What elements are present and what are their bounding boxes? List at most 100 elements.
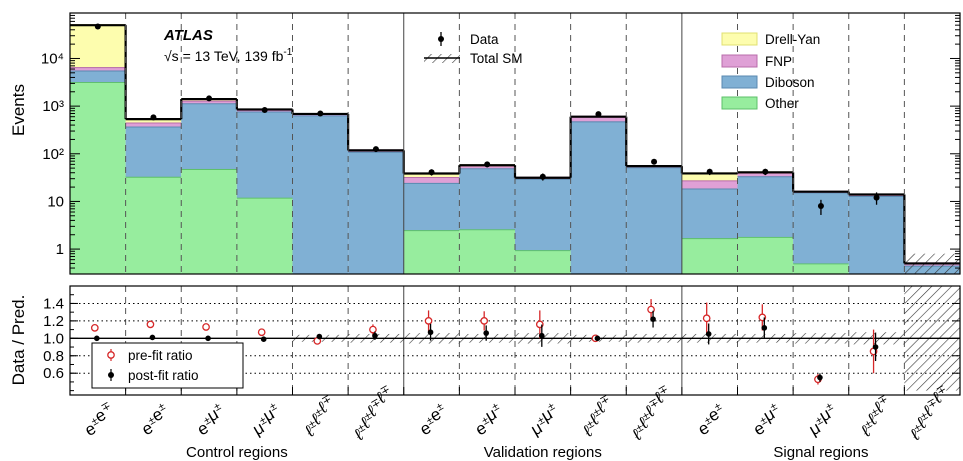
data-point-14 xyxy=(873,194,880,201)
legend-drell-yan-swatch xyxy=(721,32,758,46)
y-tick-label-0: 1 xyxy=(56,241,64,258)
energy-label: √s = 13 TeV, 139 fb-1 xyxy=(164,47,293,64)
legend-data-marker xyxy=(438,36,444,42)
ratio-legend-postfit-label: post-fit ratio xyxy=(128,368,199,383)
category-label-14: ℓ±ℓ±ℓ∓ xyxy=(850,393,901,442)
category-label-1: e±e± xyxy=(135,400,175,439)
y-tick-label-1: 10 xyxy=(47,193,64,210)
postfit-point-13 xyxy=(817,374,823,381)
lumi-superscript: -1 xyxy=(283,47,292,58)
legend-fnp-label: FNP xyxy=(765,54,792,69)
legend-data-label: Data xyxy=(470,32,499,47)
ratio-axis-title: Data / Pred. xyxy=(9,295,28,386)
data-point-2 xyxy=(206,95,213,102)
bar-diboson-5 xyxy=(348,151,404,274)
data-point-10 xyxy=(651,158,658,165)
prefit-point-1 xyxy=(146,320,155,329)
ratio-legend-box xyxy=(91,342,244,389)
data-point-0 xyxy=(94,23,101,30)
prefit-point-6 xyxy=(424,317,433,325)
data-point-6 xyxy=(428,169,435,176)
bar-other-1 xyxy=(125,176,182,274)
prefit-point-3 xyxy=(257,328,266,337)
postfit-point-0 xyxy=(94,335,100,342)
category-label-5: ℓ±ℓ±ℓ∓ℓ∓ xyxy=(340,383,407,445)
postfit-point-14 xyxy=(872,344,879,350)
category-label-6: e±e± xyxy=(413,400,453,439)
ratio-legend: pre-fit ratio post-fit ratio xyxy=(91,342,244,389)
bar-diboson-8 xyxy=(515,178,571,251)
ratio-legend-prefit-label: pre-fit ratio xyxy=(128,348,193,363)
postfit-point-3 xyxy=(260,336,267,342)
postfit-point-5 xyxy=(372,332,378,339)
data-point-13 xyxy=(817,203,824,210)
bar-fnp-6 xyxy=(403,177,460,183)
legend-diboson-label: Diboson xyxy=(765,75,815,90)
bar-other-2 xyxy=(181,168,237,274)
data-point-8 xyxy=(539,173,546,180)
category-label-13: μ±μ± xyxy=(802,400,843,439)
data-point-5 xyxy=(372,146,379,153)
energy-prefix: √s = 13 TeV, 139 fb xyxy=(164,48,284,64)
postfit-point-2 xyxy=(205,335,211,342)
category-label-2: e±μ± xyxy=(190,400,231,439)
category-label-11: e±e± xyxy=(691,400,731,439)
bar-diboson-9 xyxy=(570,121,627,274)
postfit-point-12 xyxy=(761,325,768,331)
category-label-12: e±μ± xyxy=(746,400,787,439)
category-label-3: μ±μ± xyxy=(245,400,286,439)
data-point-7 xyxy=(484,161,491,168)
legend-data-total: Data Total SM xyxy=(424,32,523,66)
y-tick-label-2: 10² xyxy=(42,146,64,163)
legend-total-label: Total SM xyxy=(470,51,523,66)
ratio-tick-label-3: 1.2 xyxy=(43,313,64,330)
group-label-2: Signal regions xyxy=(773,444,868,461)
data-point-11 xyxy=(706,168,713,175)
experiment-label: ATLAS xyxy=(163,27,213,44)
data-point-12 xyxy=(762,168,769,175)
ratio-legend-prefit-marker xyxy=(107,351,115,359)
ratio-tick-label-0: 0.6 xyxy=(43,365,64,382)
ratio-tick-label-4: 1.4 xyxy=(43,295,64,312)
category-label-0: e±e∓ xyxy=(78,400,121,440)
ratio-tick-label-2: 1.0 xyxy=(43,330,64,347)
bar-other-6 xyxy=(403,230,460,274)
data-point-4 xyxy=(317,110,324,117)
bar-other-13 xyxy=(793,263,849,274)
bar-diboson-2 xyxy=(181,103,237,169)
stacked-bars xyxy=(70,24,960,274)
group-label-0: Control regions xyxy=(186,444,288,461)
bar-diboson-6 xyxy=(403,182,460,231)
legend-drell-yan-label: Drell-Yan xyxy=(765,32,820,47)
bar-diboson-12 xyxy=(737,176,794,237)
top-frame xyxy=(69,12,961,275)
prefit-point-5 xyxy=(369,325,377,334)
bar-diboson-1 xyxy=(125,126,182,177)
postfit-point-6 xyxy=(427,329,434,336)
prefit-point-0 xyxy=(90,324,99,332)
bar-drell-yan-0 xyxy=(70,25,126,68)
legend-diboson-swatch xyxy=(721,75,758,89)
postfit-point-4 xyxy=(316,333,323,340)
bar-other-3 xyxy=(236,197,293,274)
bar-diboson-14 xyxy=(848,196,905,274)
bar-diboson-11 xyxy=(681,188,738,239)
category-label-10: ℓ±ℓ±ℓ∓ℓ∓ xyxy=(618,383,685,445)
category-label-9: ℓ±ℓ±ℓ∓ xyxy=(572,393,623,442)
bar-fnp-0 xyxy=(70,67,126,71)
bar-fnp-9 xyxy=(570,116,627,122)
prefit-point-11 xyxy=(702,314,711,323)
category-label-4: ℓ±ℓ±ℓ∓ xyxy=(294,393,345,442)
bar-fnp-2 xyxy=(181,100,237,104)
postfit-point-10 xyxy=(650,316,656,322)
bar-drell-yan-1 xyxy=(125,119,182,123)
y-tick-label-3: 10³ xyxy=(42,98,64,115)
group-label-1: Validation regions xyxy=(484,444,602,461)
postfit-point-8 xyxy=(539,332,545,339)
ratio-tick-label-1: 0.8 xyxy=(43,348,64,365)
postfit-point-7 xyxy=(483,330,489,336)
postfit-point-11 xyxy=(705,331,712,337)
ratio-legend-postfit-marker xyxy=(108,372,114,378)
data-point-1 xyxy=(150,114,157,121)
